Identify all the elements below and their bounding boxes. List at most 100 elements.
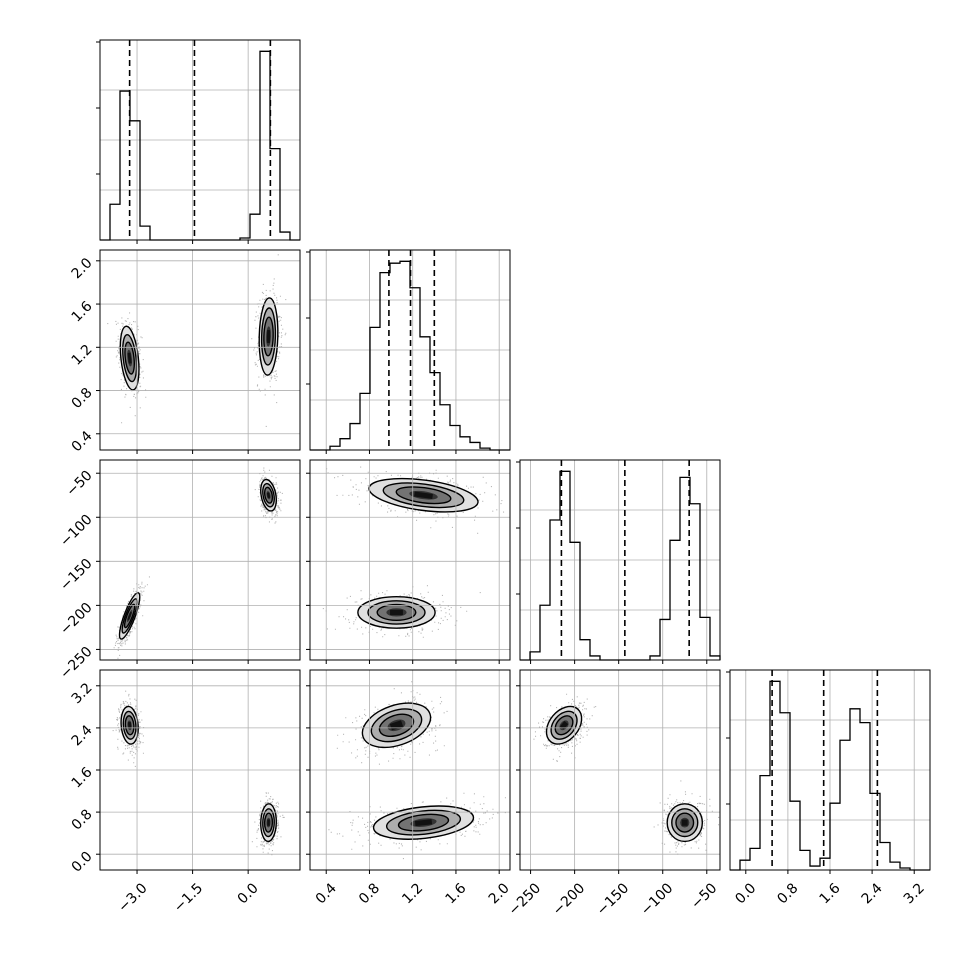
contour-0-2 [554, 715, 574, 736]
contour-1-2 [263, 316, 274, 357]
density-core [267, 819, 270, 826]
x-tick-label: −50 [688, 880, 720, 912]
contour-0-1 [121, 598, 138, 634]
y-tick-label: 1.6 [69, 764, 96, 791]
contour-0-2 [378, 713, 415, 738]
x-tick-label: −3.0 [115, 880, 150, 915]
panel-content [327, 681, 506, 860]
scatter-panel-0-1 [96, 249, 301, 454]
y-tick-label: −50 [63, 468, 95, 500]
contour-0-1 [122, 710, 137, 740]
x-tick-label: 0.8 [774, 880, 801, 907]
panel-frame [519, 459, 721, 661]
contour-1-2 [397, 813, 450, 832]
x-tick-label: 1.6 [443, 880, 470, 907]
scatter-panel-2-3 [516, 669, 721, 874]
contour-1-0 [258, 297, 279, 376]
y-tick-label: −200 [57, 600, 96, 639]
x-tick-label: −1.5 [171, 880, 206, 915]
x-tick-label: 3.2 [901, 880, 928, 907]
y-tick-label: 1.6 [69, 298, 96, 325]
contour-0-2 [123, 603, 136, 629]
y-tick-label: −150 [57, 556, 96, 595]
contour-0-1 [367, 600, 426, 625]
contour-1-1 [671, 808, 699, 838]
y-tick-label: 0.4 [69, 428, 96, 455]
density-core [390, 609, 403, 616]
x-tick-label: 0.0 [732, 880, 759, 907]
contour-1-0 [260, 803, 277, 843]
x-tick-label: 1.2 [399, 880, 426, 907]
x-tick-label: −200 [550, 880, 589, 919]
y-tick-label: 0.8 [69, 806, 96, 833]
density-core [559, 720, 569, 730]
density-core [127, 611, 132, 621]
y-tick-label: 0.8 [69, 385, 96, 412]
contour-1-2 [675, 812, 695, 833]
hist-panel-0 [96, 39, 301, 244]
y-tick-label: 2.0 [69, 255, 96, 282]
density-core [681, 819, 688, 826]
contour-1-0 [666, 803, 704, 843]
contour-0-1 [550, 710, 578, 740]
y-tick-label: 3.2 [69, 680, 96, 707]
x-tick-label: 1.6 [817, 880, 844, 907]
contour-1-2 [395, 486, 452, 505]
contour-0-0 [357, 595, 436, 629]
x-tick-label: 0.8 [356, 880, 383, 907]
panel-content [112, 690, 285, 856]
panel-frame [99, 39, 301, 241]
contour-0-1 [370, 708, 423, 743]
y-tick-label: −100 [57, 512, 96, 551]
panel-frame [99, 459, 301, 661]
density-core [414, 819, 433, 827]
y-tick-label: 2.4 [69, 722, 96, 749]
scatter-panel-0-3 [96, 669, 301, 874]
density-core [414, 491, 433, 499]
panel-content [107, 254, 287, 427]
panel-frame [99, 249, 301, 451]
contour-1-0 [372, 805, 475, 840]
contour-0-0 [545, 705, 583, 745]
hist-panel-2 [516, 459, 721, 664]
contour-1-1 [385, 809, 462, 836]
y-tick-label: −250 [57, 644, 96, 683]
density-core [127, 722, 132, 729]
contour-1-1 [262, 808, 275, 838]
hist-panel-1 [306, 249, 511, 454]
histogram-3 [730, 680, 930, 871]
x-tick-label: −100 [638, 880, 677, 919]
x-tick-label: 0.4 [313, 880, 340, 907]
contour-1-2 [263, 812, 274, 833]
contour-0-0 [118, 592, 141, 640]
contour-1-0 [260, 478, 277, 512]
y-tick-label: 0.0 [69, 849, 96, 876]
y-tick-label: 1.2 [69, 342, 96, 369]
scatter-panel-0-2 [96, 459, 301, 664]
density-core [266, 330, 271, 343]
x-tick-label: 0.0 [235, 880, 262, 907]
panel-content [113, 467, 283, 659]
panel-frame [309, 249, 511, 451]
contour-1-1 [382, 482, 465, 509]
contour-0-0 [120, 705, 139, 745]
contour-0-2 [376, 603, 417, 621]
hist-panel-3 [726, 669, 931, 874]
density-core [266, 492, 271, 499]
panel-content [322, 466, 505, 638]
contour-0-0 [361, 702, 432, 749]
contour-0-1 [122, 333, 138, 383]
contour-1-1 [260, 307, 277, 366]
scatter-panel-1-2 [306, 459, 511, 664]
contour-0-0 [119, 325, 140, 391]
contour-1-1 [262, 482, 275, 508]
contour-0-2 [124, 715, 135, 736]
panel-frame [309, 459, 511, 661]
contour-0-2 [124, 341, 135, 375]
x-tick-label: 2.4 [859, 880, 886, 907]
contour-1-2 [263, 486, 274, 504]
density-core [127, 352, 132, 364]
scatter-panel-1-3 [306, 669, 511, 874]
x-tick-label: −250 [506, 880, 545, 919]
